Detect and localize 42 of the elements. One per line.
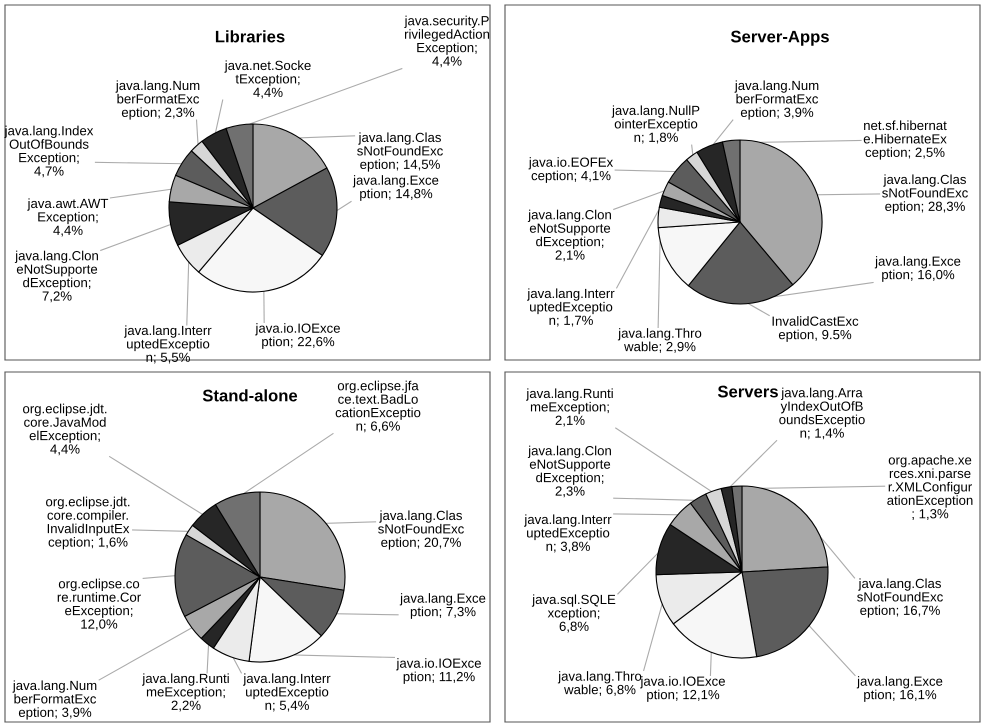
slice-label: java.lang.Clas sNotFoundExc eption; 20,7% — [378, 510, 464, 550]
slice-label: java.lang.Runti meException; 2,1% — [526, 388, 613, 427]
slice-label: java.lang.Exce ption; 7,3% — [400, 593, 486, 619]
slice-label: InvalidCastExc eption, 9.5% — [772, 316, 858, 342]
slice-label: org.eclipse.jdt. core.compiler. InvalidInputEx ception; 1,6% — [46, 496, 130, 550]
slice-label: java.lang.Clas sNotFoundExc eption; 28,3% — [882, 174, 968, 214]
data-label: ; 1,3% — [912, 509, 948, 520]
slice-label: java.sql.SQLE xception; 6,8% — [532, 594, 616, 633]
slice-label: java.io.IOExce ption; 12,1% — [640, 676, 725, 702]
slice-label: java.security.P rivilegedAction Exception; 4,4% — [404, 16, 490, 68]
slice-label: java.lang.Clon eNotSupporte dException; 7,2% — [14, 250, 98, 302]
slice-label: java.io.IOExce ption; 22,6% — [255, 323, 340, 349]
slice-label: java.lang.Clas sNotFoundExc eption; 16,7% — [857, 578, 943, 618]
slice-label: java.lang.Num berFormatExc eption; 3,9% — [12, 680, 96, 720]
slice-label: java.io.IOExce ption; 11,2% — [396, 658, 481, 684]
slice-label: org.apache.xe rces.xni.parse r.XMLConfigur ationException — [887, 454, 972, 508]
slice-label: java.net.Socke tException; 4,4% — [224, 60, 311, 99]
slice-label: java.lang.Runti meException; 2,2% — [142, 673, 229, 712]
chart-title: Stand-alone — [202, 389, 298, 402]
chart-title: Servers — [718, 386, 778, 398]
slice-label: java.lang.Interr uptedExceptio n; 3,8% — [524, 514, 612, 553]
slice-label: java.lang.Clon eNotSupporte dException; 2,1% — [528, 210, 611, 262]
text: Libraries — [216, 30, 285, 42]
slice-label: java.lang.Thro wable; 6,8% — [558, 671, 642, 696]
slice-label: java.lang.Exce ption; 14,8% — [352, 175, 438, 201]
slice-label: java.lang.Interr uptedExceptio n; 5,4% — [243, 673, 330, 712]
slice-label: org.eclipse.jdt. core.JavaMod elException; 4,4% — [23, 404, 106, 456]
slice-label: java.lang.NullP ointerExceptio n; 1,8% — [612, 105, 700, 144]
slice-label: java.lang.Exce ption; 16,0% — [874, 256, 960, 282]
slice-label: java.io.EOFEx ception; 4,1% — [528, 157, 614, 183]
slice-label: java.lang.Num berFormatExc eption; 3,9% — [734, 80, 818, 120]
slice-label: java.lang.Arra yIndexOutOfB oundsExceptio n; 1,4% — [779, 388, 865, 440]
slice-label: org.eclipse.co re.runtime.Cor eException; 12,0% — [58, 578, 141, 630]
chart-title: Server-Apps — [730, 30, 829, 46]
slice-label: java.lang.Interr uptedExceptio n; 1,7% — [527, 288, 614, 327]
slice-label: java.awt.AWT Exception; 4,4% — [27, 198, 108, 237]
slice-label: net.sf.hibernat e.HibernateEx ception; 2,5% — [864, 120, 947, 160]
slice-label: java.lang.Num berFormatExc eption; 2,3% — [116, 80, 200, 120]
slice-label: org.eclipse.jfa ce.text.BadLo cationExceptio n; 6,6% — [336, 380, 420, 432]
slice-label: java.lang.Thro wable; 2,9% — [618, 328, 702, 353]
slice-label: java.lang.Clon eNotSupporte dException; 2,3% — [528, 446, 611, 498]
slice-label: java.lang.Exce ption; 16,1% — [856, 676, 942, 702]
